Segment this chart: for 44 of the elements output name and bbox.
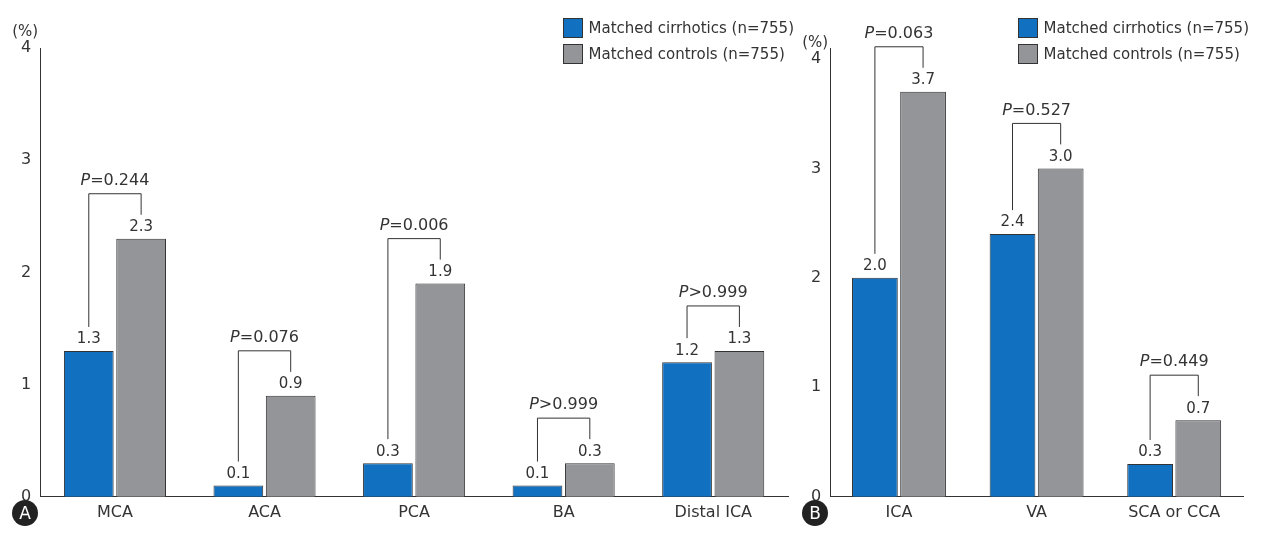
data-label: 1.9 <box>428 262 453 281</box>
y-tick-label: 3 <box>810 157 822 177</box>
annotation: P>0.999 <box>529 394 599 414</box>
legend-label: Matched cirrhotics (n=755) <box>1043 19 1249 37</box>
legend-label: Matched cirrhotics (n=755) <box>588 19 794 37</box>
data-label: 0.7 <box>1186 398 1211 417</box>
y-tick-label: 2 <box>810 267 822 287</box>
data-label: 1.2 <box>675 340 699 359</box>
y-tick-label: 2 <box>20 261 32 281</box>
x-tick-label: Distal ICA <box>674 501 753 521</box>
data-label: 0.3 <box>577 441 602 460</box>
data-label: 0.9 <box>278 374 303 393</box>
y-tick-label: 3 <box>20 149 32 169</box>
annotation: P=0.449 <box>1139 351 1209 371</box>
x-tick-label: SCA or CCA <box>1128 501 1221 521</box>
x-tick-label: BA <box>552 501 575 521</box>
data-label: 0.1 <box>525 463 550 482</box>
x-tick-label: MCA <box>97 501 133 521</box>
text: B <box>802 500 828 526</box>
x-tick-label: PCA <box>398 501 431 521</box>
legend-label: Matched controls (n=755) <box>588 45 785 63</box>
y-tick-label: 1 <box>810 376 822 396</box>
annotation: P=0.527 <box>1002 99 1072 119</box>
text: A <box>12 500 38 526</box>
data-label: 1.3 <box>76 329 101 348</box>
data-label: 3.7 <box>911 70 935 89</box>
annotation: P=0.076 <box>230 326 299 346</box>
annotation: P=0.006 <box>379 214 449 234</box>
text: P=0.063 <box>864 22 934 42</box>
annotation: P=0.244 <box>80 169 150 189</box>
data-label: 0.3 <box>1138 442 1163 461</box>
data-label: 2.0 <box>862 256 887 275</box>
legend-label: Matched controls (n=755) <box>1043 45 1240 63</box>
y-tick-label: 1 <box>20 373 32 393</box>
x-tick-label: ICA <box>885 501 913 521</box>
x-tick-label: ACA <box>248 501 281 521</box>
data-label: 2.4 <box>1000 212 1025 231</box>
data-label: 2.3 <box>129 217 154 236</box>
data-label: 0.3 <box>375 441 400 460</box>
data-label: 0.1 <box>226 463 251 482</box>
data-label: 3.0 <box>1048 146 1073 165</box>
data-label: 1.3 <box>727 329 752 348</box>
annotation: P>0.999 <box>678 282 748 302</box>
x-tick-label: VA <box>1026 501 1048 521</box>
